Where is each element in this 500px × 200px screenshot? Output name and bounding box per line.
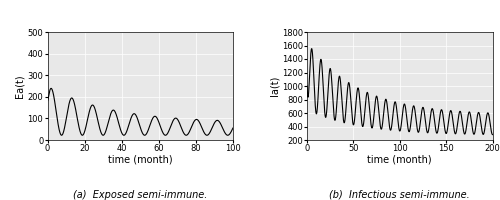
Text: (b)  Infectious semi-immune.: (b) Infectious semi-immune. [330,190,470,200]
Text: (a)  Exposed semi-immune.: (a) Exposed semi-immune. [73,190,208,200]
X-axis label: time (month): time (month) [108,155,172,165]
X-axis label: time (month): time (month) [368,155,432,165]
Y-axis label: Ea(t): Ea(t) [14,74,24,98]
Y-axis label: Ia(t): Ia(t) [269,76,279,96]
